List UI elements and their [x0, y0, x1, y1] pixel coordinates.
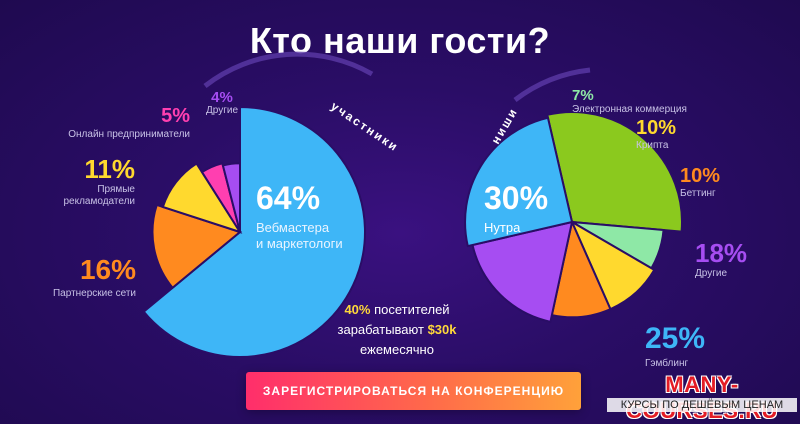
pie-slice-right-5	[464, 116, 574, 248]
slice-label-partners: 16% Партнерские сети	[52, 254, 136, 300]
slice-label-webmasters: 64% Вебмастера и маркетологи	[256, 180, 343, 251]
slice-label-other-left: 4% Другие	[205, 89, 239, 116]
slice-label-direct: 11% Прямые рекламодатели	[63, 154, 135, 207]
pie-slice-left-0	[142, 105, 366, 358]
earnings-note: 40% посетителей зарабатывают $30k ежемес…	[337, 302, 457, 357]
pie-slice-left-3	[200, 162, 241, 233]
watermark-subtitle: КУРСЫ ПО ДЕШЁВЫМ ЦЕНАМ	[607, 398, 797, 412]
slice-label-nutra: 30% Нутра	[484, 180, 549, 235]
pie-slice-left-2	[161, 162, 243, 234]
slice-label-crypto: 10% Крипта	[636, 117, 677, 151]
slice-label-other-right: 18% Другие	[695, 238, 748, 279]
pie-slice-left-4	[221, 162, 241, 233]
slice-label-online: 5% Онлайн предприниматели	[68, 105, 190, 140]
register-button[interactable]: ЗАРЕГИСТРИРОВАТЬСЯ НА КОНФЕРЕНЦИЮ	[246, 372, 581, 410]
slice-label-betting: 10% Беттинг	[680, 165, 721, 199]
decor-arc-left	[203, 51, 374, 88]
pie-chart-participants	[142, 105, 366, 358]
participants-caption: участники	[328, 99, 401, 155]
pie-slice-right-4	[471, 220, 574, 323]
pie-chart-niches	[464, 111, 683, 323]
slice-label-ecommerce: 7% Электронная коммерция	[572, 87, 687, 115]
slice-label-gambling: 25% Гэмблинг	[645, 322, 706, 370]
pie-slice-right-0	[546, 111, 683, 233]
decor-arc-right	[513, 67, 591, 102]
